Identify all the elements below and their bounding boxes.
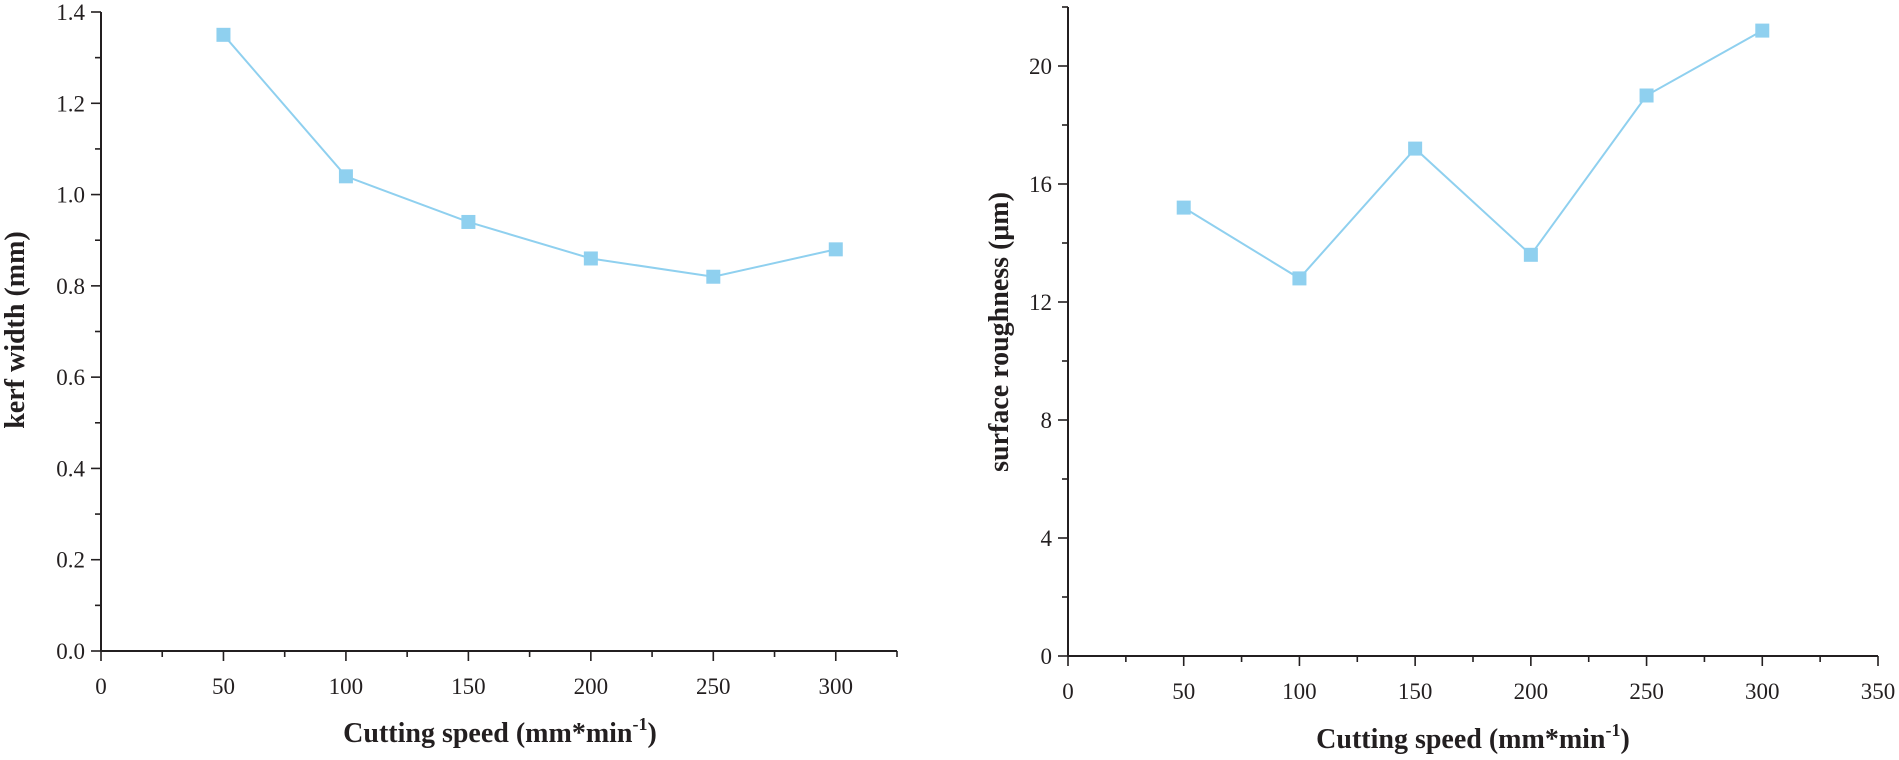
chart-2-x-axis-title-main: Cutting speed (mm*min xyxy=(1316,724,1606,755)
chart-1-y-axis-title: kerf width (mm) xyxy=(0,231,31,429)
chart-2-y-tick-label: 12 xyxy=(1029,290,1052,315)
chart-1-x-tick-label: 150 xyxy=(451,674,486,699)
surface-roughness-chart: 0 50 100 150 200 250 300 350 0 4 8 12 16 20 Cutting sp… xyxy=(984,6,1896,755)
chart-2-y-axis-title: surface roughness (μm) xyxy=(984,192,1015,472)
chart-1-x-tick-label: 250 xyxy=(696,674,731,699)
chart-2-x-tick-label: 250 xyxy=(1629,679,1664,704)
chart-1-y-tick-label: 1.4 xyxy=(56,0,85,25)
chart-1-x-axis-title-sup: -1 xyxy=(633,714,648,734)
chart-1-x-tick-label: 0 xyxy=(95,674,107,699)
chart-2-data-point xyxy=(1755,23,1770,38)
chart-1-data-point xyxy=(338,169,353,184)
chart-2-x-axis-title: Cutting speed (mm*min-1) xyxy=(1316,720,1630,755)
chart-2-x-tick-label: 150 xyxy=(1398,679,1433,704)
chart-1-x-tick-label: 100 xyxy=(329,674,364,699)
chart-2-y-tick-label: 16 xyxy=(1029,172,1052,197)
chart-2-data-point xyxy=(1523,247,1538,262)
chart-1-x-axis-title: Cutting speed (mm*min-1) xyxy=(343,714,657,749)
chart-1-y-tick-label: 0.8 xyxy=(56,274,85,299)
chart-1-data-point xyxy=(216,27,231,42)
chart-1-y-tick-label: 0.6 xyxy=(56,365,85,390)
chart-1-data-point xyxy=(583,251,598,266)
chart-2-y-tick-label: 0 xyxy=(1041,644,1053,669)
chart-2-data-point xyxy=(1292,271,1307,286)
chart-2-data-point xyxy=(1639,88,1654,103)
chart-1-y-tick-label: 1.2 xyxy=(56,91,85,116)
chart-1-y-tick-label: 0.2 xyxy=(56,548,85,573)
chart-2-y-tick-label: 4 xyxy=(1041,526,1053,551)
chart-1-x-tick-label: 200 xyxy=(574,674,609,699)
chart-2-x-tick-label: 350 xyxy=(1861,679,1896,704)
chart-2-x-axis-title-sup: -1 xyxy=(1606,720,1621,740)
chart-1-x-axis-title-end: ) xyxy=(648,718,657,749)
chart-1-x-axis-title-main: Cutting speed (mm*min xyxy=(343,718,633,749)
chart-2-data-point xyxy=(1408,141,1423,156)
chart-2-series-line xyxy=(1183,29,1763,280)
chart-2-y-tick-label: 20 xyxy=(1029,54,1052,79)
chart-2-x-tick-label: 0 xyxy=(1062,679,1074,704)
chart-1-y-tick-label: 0.0 xyxy=(56,639,85,664)
chart-2-y-tick-label: 8 xyxy=(1041,408,1053,433)
chart-2-x-tick-label: 200 xyxy=(1514,679,1549,704)
chart-2-x-axis-title-end: ) xyxy=(1621,724,1630,755)
chart-2-x-tick-label: 300 xyxy=(1745,679,1780,704)
chart-1-series-line xyxy=(222,34,836,278)
chart-1-data-point xyxy=(828,242,843,257)
chart-1-y-tick-label: 1.0 xyxy=(56,183,85,208)
chart-2-x-tick-label: 100 xyxy=(1282,679,1317,704)
chart-2-x-tick-label: 50 xyxy=(1172,679,1195,704)
chart-2-data-point xyxy=(1176,200,1191,215)
chart-1-data-point xyxy=(461,214,476,229)
chart-1-x-tick-label: 300 xyxy=(819,674,854,699)
chart-1-y-tick-label: 0.4 xyxy=(56,456,85,481)
chart-1-x-tick-label: 50 xyxy=(212,674,235,699)
kerf-width-chart: 0 50 100 150 200 250 300 0.0 0.2 0.4 0.6 0.8 1.0 1.2 1… xyxy=(0,0,898,749)
chart-1-data-point xyxy=(706,269,721,284)
